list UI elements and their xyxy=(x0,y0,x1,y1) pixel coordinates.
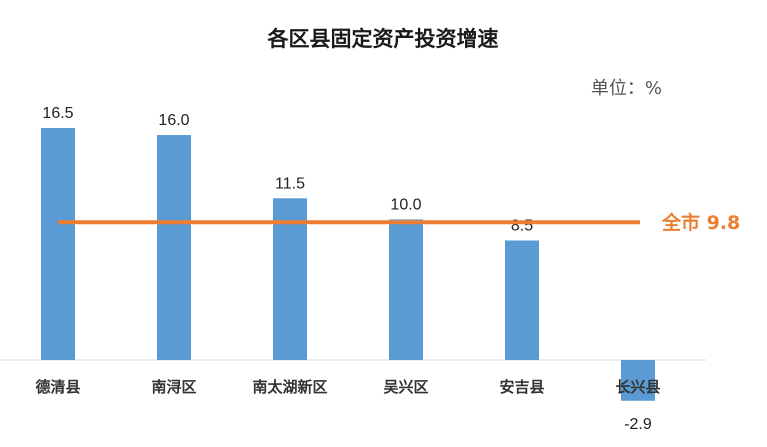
category-label-4: 吴兴区 xyxy=(383,378,428,396)
bar-2 xyxy=(157,135,191,360)
value-label-6: -2.9 xyxy=(624,416,652,433)
value-label-4: 10.0 xyxy=(390,196,421,213)
value-label-1: 16.5 xyxy=(42,105,73,122)
bar-6 xyxy=(621,360,655,401)
bar-3 xyxy=(273,198,307,360)
bar-1 xyxy=(41,128,75,360)
city-average-label: 全市 9.8 xyxy=(661,211,740,234)
bar-5 xyxy=(505,240,539,360)
category-label-1: 德清县 xyxy=(35,378,80,396)
value-labels-group: 16.5 16.0 11.5 10.0 8.5 -2.9 xyxy=(42,105,651,433)
unit-label: 单位：% xyxy=(591,78,662,99)
chart-title: 各区县固定资产投资增速 xyxy=(267,27,499,51)
category-label-6: 长兴县 xyxy=(615,378,660,396)
category-labels-group: 德清县 南浔区 南太湖新区 吴兴区 安吉县 长兴县 xyxy=(35,378,660,396)
value-label-2: 16.0 xyxy=(158,112,189,129)
category-label-3: 南太湖新区 xyxy=(252,378,327,396)
bar-4 xyxy=(389,219,423,360)
category-label-2: 南浔区 xyxy=(151,378,196,396)
value-label-3: 11.5 xyxy=(275,175,305,192)
category-label-5: 安吉县 xyxy=(499,378,544,396)
bars-group xyxy=(41,128,655,401)
value-label-5: 8.5 xyxy=(511,217,533,234)
